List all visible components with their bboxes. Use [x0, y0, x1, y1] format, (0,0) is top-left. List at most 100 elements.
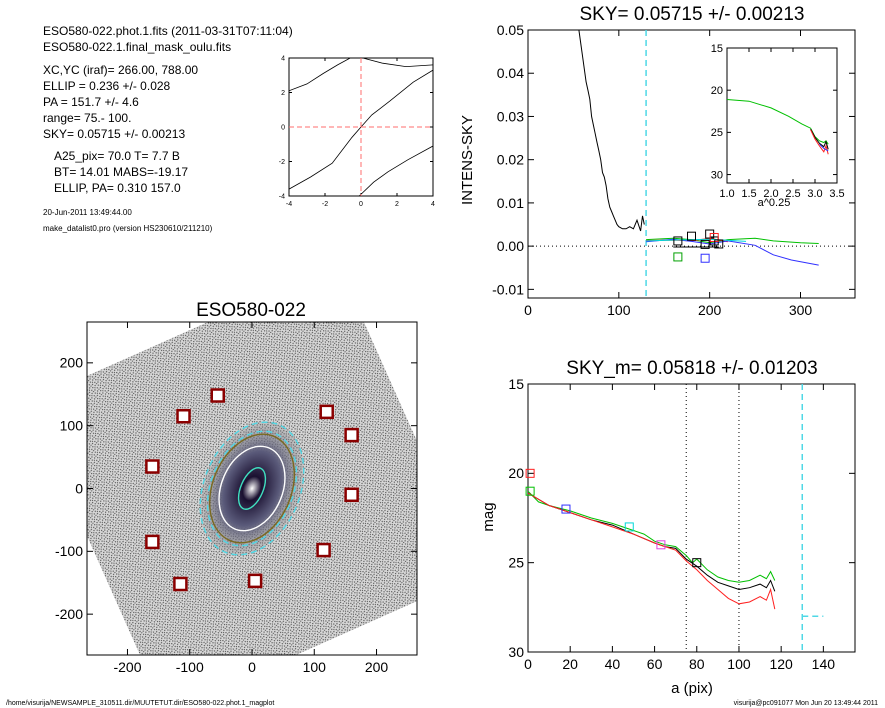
y-tick-label: 30	[711, 169, 723, 181]
mask-box	[145, 534, 160, 550]
x-tick-label: 60	[647, 656, 663, 672]
mag-ylabel: mag	[480, 502, 497, 531]
y-tick-label: 4	[281, 55, 285, 62]
series-line-3	[819, 143, 829, 152]
x-tick-label: 100	[607, 302, 631, 318]
series-line-2	[528, 492, 776, 610]
series-line-0	[727, 99, 829, 145]
y-tick-label: -200	[55, 606, 83, 622]
data-point-marker	[705, 229, 715, 239]
header-line-ellip-pa: ELLIP, PA= 0.310 157.0	[54, 181, 181, 195]
x-tick-label: 40	[605, 656, 621, 672]
x-tick-label: 20	[562, 656, 578, 672]
x-tick-label: 140	[812, 656, 836, 672]
series-line-2	[810, 129, 829, 155]
y-tick-label: 0.02	[497, 152, 524, 168]
x-tick-label: 3.5	[829, 188, 844, 200]
y-tick-label: -0.01	[492, 281, 524, 297]
inset-panel: 1.0 1.5 2.0 2.5 3.0 3.5 15 20 25 30	[711, 43, 845, 200]
sky-ylabel: INTENS-SKY	[459, 115, 476, 205]
x-tick-label: 300	[789, 302, 813, 318]
isophote-ellipse	[206, 430, 298, 547]
y-tick-label: 100	[60, 418, 84, 434]
header-line-bt: BT= 14.01 MABS=-19.17	[54, 165, 188, 179]
x-tick-label: 2.5	[785, 188, 800, 200]
x-tick-label: -100	[176, 659, 204, 675]
x-tick-label: 2.0	[763, 188, 778, 200]
x-tick-label: 100	[303, 659, 327, 675]
header-line-pa: PA = 151.7 +/- 4.6	[43, 95, 139, 109]
x-tick-label: 1.0	[719, 188, 734, 200]
series-line-1	[810, 128, 829, 150]
x-tick-label: 200	[698, 302, 722, 318]
series-line-3	[362, 58, 433, 68]
data-point-marker	[673, 252, 683, 262]
isophote-ellipse	[237, 467, 267, 510]
y-tick-label: 0.00	[497, 238, 524, 254]
y-tick-label: 15	[508, 376, 524, 392]
mask-box	[344, 427, 359, 443]
mag-title: SKY_m= 0.05818 +/- 0.01203	[566, 358, 817, 379]
header-line-sky: SKY= 0.05715 +/- 0.00213	[43, 127, 185, 141]
mask-box	[145, 459, 160, 474]
series-line-5	[646, 238, 747, 242]
series-line-4	[646, 238, 819, 266]
data-point-marker	[525, 486, 535, 496]
data-point-marker	[709, 232, 719, 242]
mask-box	[247, 573, 263, 589]
plot-frame	[726, 47, 838, 184]
mask-box	[319, 404, 334, 420]
data-point-marker	[673, 236, 683, 246]
series-line-2	[646, 237, 819, 244]
inset-background	[727, 48, 837, 183]
series-line-1	[358, 145, 433, 196]
y-tick-label: -100	[55, 543, 83, 559]
plot-frame	[527, 383, 856, 653]
isophote-ellipse	[208, 433, 296, 544]
isophote-ellipse	[218, 445, 286, 532]
x-tick-label: 0	[524, 302, 532, 318]
header-line-range: range= 75.- 100.	[43, 111, 131, 125]
y-tick-label: 20	[508, 465, 524, 481]
header-line-a25: A25_pix= 70.0 T= 7.7 B	[54, 149, 180, 163]
inset-xlabel: a^0.25	[758, 197, 791, 209]
y-tick-label: 25	[711, 127, 723, 139]
series-line-2	[289, 58, 351, 92]
data-point-marker	[525, 468, 535, 478]
x-tick-label: 0	[248, 659, 256, 675]
x-tick-label: 200	[365, 659, 389, 675]
y-tick-label: 2	[281, 90, 285, 97]
y-tick-label: 0.01	[497, 195, 524, 211]
footer-path: /home/visurija/NEWSAMPLE_310511.dir/MUUT…	[6, 700, 274, 707]
x-tick-label: -4	[286, 201, 292, 208]
series-line-0	[578, 30, 645, 232]
y-tick-label: 15	[711, 43, 723, 55]
mag-xlabel: a (pix)	[671, 680, 713, 697]
isophote-ellipse	[199, 421, 305, 556]
mask-box	[173, 576, 188, 592]
x-tick-label: -2	[322, 201, 328, 208]
mask-box	[210, 388, 226, 403]
y-tick-label: 200	[60, 355, 84, 371]
x-tick-label: 0	[524, 656, 532, 672]
y-tick-label: 30	[508, 644, 524, 660]
mask-box	[344, 487, 359, 503]
mag-panel: 0 20 40 60 80 100 120 140 15 20 25 30	[508, 376, 856, 672]
y-tick-label: 0.03	[497, 108, 524, 124]
galaxy-title: ESO580-022	[196, 300, 306, 321]
header-block: ESO580-022.phot.1.fits (2011-03-31T07:11…	[43, 24, 293, 233]
header-line-ellip: ELLIP = 0.236 +/- 0.028	[43, 79, 171, 93]
x-tick-label: 120	[769, 656, 793, 672]
galaxy-panel: -200 -100 0 100 200 -200 -100 0 100 200	[55, 321, 418, 675]
data-point-marker	[561, 504, 571, 514]
y-tick-label: 0.05	[497, 22, 524, 38]
mask-box	[176, 408, 191, 424]
header-line-center: XC,YC (iraf)= 266.00, 788.00	[43, 63, 198, 77]
x-tick-label: 4	[431, 201, 435, 208]
y-tick-label: 0.04	[497, 65, 524, 81]
galaxy-image	[87, 322, 417, 655]
data-point-marker	[714, 239, 724, 249]
center-panel: -4 -2 0 2 4 -4 -2 0 2 4	[279, 55, 435, 208]
sky-title: SKY= 0.05715 +/- 0.00213	[579, 4, 804, 25]
